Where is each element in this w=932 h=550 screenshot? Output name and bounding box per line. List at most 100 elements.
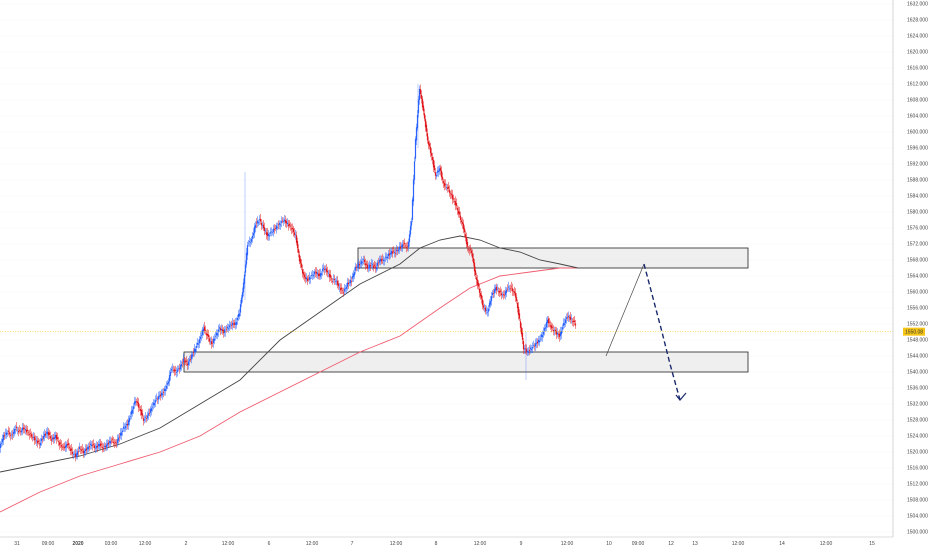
- candle-up: [94, 447, 97, 449]
- candle-down: [31, 437, 34, 438]
- candle-down: [323, 269, 326, 271]
- candle-up: [236, 317, 239, 321]
- candle-down: [172, 370, 175, 371]
- candle-down: [433, 165, 436, 171]
- candle-down: [289, 225, 292, 227]
- candle-down: [470, 250, 473, 254]
- support-zone[interactable]: [183, 351, 749, 373]
- candle-down: [314, 271, 317, 273]
- candle-down: [426, 133, 429, 141]
- candle-up: [108, 440, 111, 443]
- candle-up: [75, 453, 78, 457]
- candle-up: [261, 224, 264, 226]
- candle-down: [255, 222, 258, 224]
- candle-down: [442, 181, 445, 184]
- time-tick-label: 12:00: [561, 541, 574, 547]
- candle-up: [356, 266, 359, 268]
- candle-up: [133, 401, 136, 405]
- candle-down: [452, 198, 455, 200]
- slow-moving-average-line: [0, 267, 578, 513]
- candle-down: [363, 259, 366, 262]
- candle-up: [487, 308, 490, 312]
- candle-down: [184, 360, 187, 363]
- candle-up: [507, 286, 510, 288]
- candle-up: [235, 322, 238, 326]
- candle-down: [285, 221, 288, 224]
- candle-down: [291, 227, 294, 229]
- candle-down: [30, 434, 33, 437]
- candle-down: [404, 245, 407, 247]
- time-tick-label: 12:00: [222, 541, 235, 547]
- candle-down: [431, 156, 434, 161]
- candle-up: [546, 319, 549, 324]
- candle-up: [271, 232, 274, 233]
- candle-down: [339, 288, 342, 291]
- candle-down: [47, 432, 50, 436]
- candle-up: [559, 331, 562, 337]
- candle-down: [115, 443, 118, 444]
- price-tick-label: 1532.000: [907, 402, 928, 408]
- candle-up: [393, 251, 396, 253]
- candle-down: [331, 281, 334, 282]
- candle-up: [164, 389, 167, 392]
- price-tick-label: 1600.000: [907, 130, 928, 136]
- candle-down: [58, 442, 61, 446]
- candle-down: [471, 253, 474, 258]
- candle-up: [20, 430, 23, 433]
- candle-up: [545, 322, 548, 328]
- candle-up: [2, 434, 5, 441]
- candle-down: [263, 227, 266, 231]
- resistance-zone[interactable]: [357, 247, 749, 269]
- candle-down: [148, 412, 151, 414]
- candle-down: [434, 172, 437, 176]
- candle-up: [505, 289, 508, 293]
- candle-up: [158, 395, 161, 397]
- candle-down: [479, 293, 482, 297]
- candle-up: [562, 322, 565, 326]
- projection-down-leg[interactable]: [643, 263, 681, 401]
- candle-down: [573, 320, 576, 322]
- candle-down: [307, 278, 310, 280]
- candle-up: [1, 439, 4, 443]
- candle-down: [99, 443, 102, 447]
- candle-up: [53, 436, 56, 439]
- current-price-line: 1550.08: [0, 327, 925, 336]
- candle-up: [40, 438, 43, 442]
- candle-down: [336, 280, 339, 285]
- price-tick-label: 1504.000: [907, 514, 928, 520]
- candle-down: [284, 220, 287, 223]
- time-tick-label: 14: [779, 541, 785, 547]
- candle-down: [525, 348, 528, 353]
- candle-down: [3, 435, 6, 437]
- time-axis[interactable]: 31 09:00 2020 03:00 12:00 2 12:00 6 12:00 7 12:00 8…: [0, 536, 893, 547]
- candle-up: [175, 372, 178, 373]
- candle-up: [130, 410, 133, 415]
- candle-up: [361, 262, 364, 263]
- candle-up: [538, 340, 541, 343]
- price-axis[interactable]: 1632.000 1628.000 1624.000 1620.000 1616.000…: [892, 0, 928, 537]
- candle-down: [92, 443, 95, 445]
- candle-down: [306, 278, 309, 282]
- candle-up: [544, 327, 547, 329]
- candle-up: [89, 443, 92, 445]
- candle-up: [539, 338, 542, 340]
- price-tick-label: 1520.000: [907, 450, 928, 456]
- projection-up-leg[interactable]: [605, 263, 645, 357]
- projection-drawing[interactable]: [605, 263, 687, 401]
- candle-down: [369, 265, 372, 267]
- candle-up: [253, 226, 256, 234]
- candle-down: [293, 232, 296, 236]
- candle-down: [477, 282, 480, 287]
- candle-down: [230, 325, 233, 326]
- candle-down: [325, 268, 328, 272]
- price-tick-label: 1580.000: [907, 210, 928, 216]
- candle-down: [50, 439, 53, 441]
- candle-down: [107, 442, 110, 445]
- candle-down: [59, 442, 62, 444]
- candle-down: [299, 258, 302, 264]
- candle-up: [362, 258, 365, 260]
- candle-up: [65, 444, 68, 448]
- price-zones[interactable]: [183, 247, 749, 373]
- candle-up: [535, 342, 538, 344]
